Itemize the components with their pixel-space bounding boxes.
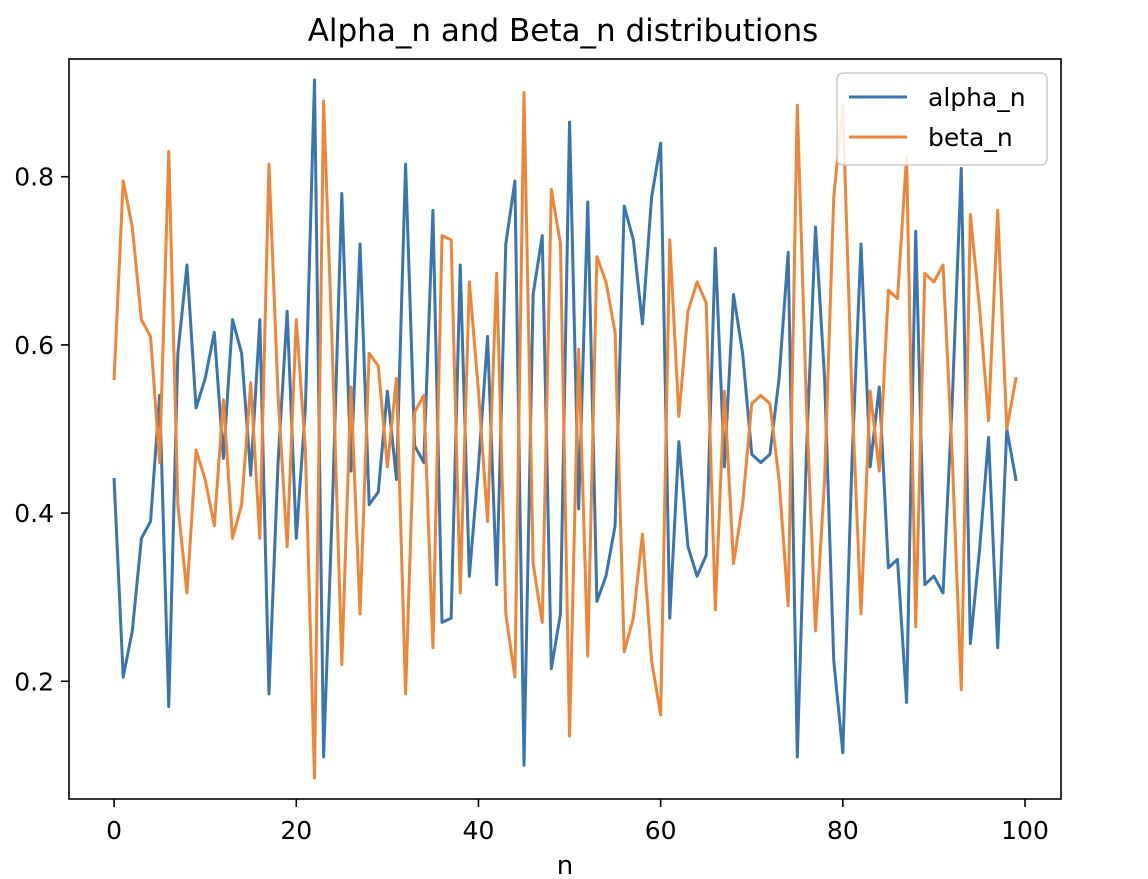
chart-title: Alpha_n and Beta_n distributions — [308, 13, 819, 49]
y-tick-label-2: 0.6 — [14, 331, 54, 360]
y-tick-label-0: 0.2 — [14, 667, 54, 696]
legend-label-beta-n: beta_n — [928, 123, 1013, 152]
legend: alpha_n beta_n — [836, 72, 1048, 166]
axes-frame — [68, 58, 1062, 800]
x-tick-label-2: 40 — [463, 816, 495, 845]
y-tick-label-3: 0.8 — [14, 163, 54, 192]
plot-area — [68, 58, 1062, 800]
legend-label-alpha-n: alpha_n — [928, 83, 1026, 112]
x-tick-label-1: 20 — [280, 816, 312, 845]
x-tick-label-0: 0 — [106, 816, 122, 845]
x-tick-label-5: 100 — [1001, 816, 1049, 845]
x-axis-label: n — [557, 851, 573, 874]
x-tick-label-3: 60 — [645, 816, 677, 845]
x-tick-label-4: 80 — [827, 816, 859, 845]
y-tick-label-1: 0.4 — [14, 499, 54, 528]
series-line-beta-n — [112, 91, 1018, 780]
x-axis: 0 20 40 60 80 100 — [106, 799, 1049, 845]
y-axis: 0.2 0.4 0.6 0.8 — [14, 163, 69, 696]
series-line-alpha-n — [112, 78, 1018, 767]
series-layer — [112, 78, 1018, 780]
